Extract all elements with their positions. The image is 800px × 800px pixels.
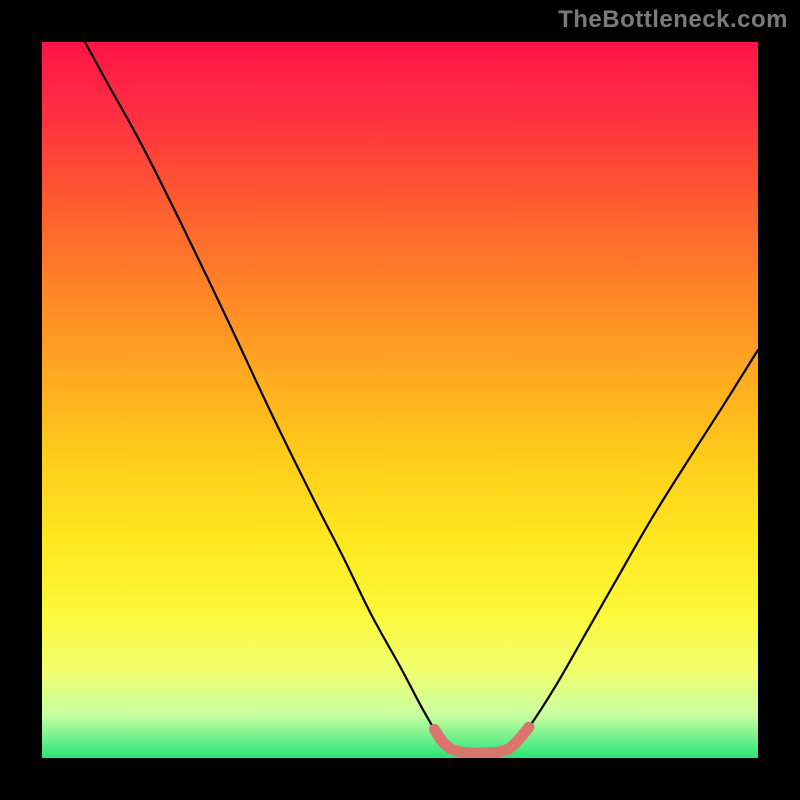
bottleneck-chart [42,42,758,758]
watermark-text: TheBottleneck.com [558,6,788,34]
chart-frame: TheBottleneck.com [0,0,800,800]
plot-background [42,42,758,758]
